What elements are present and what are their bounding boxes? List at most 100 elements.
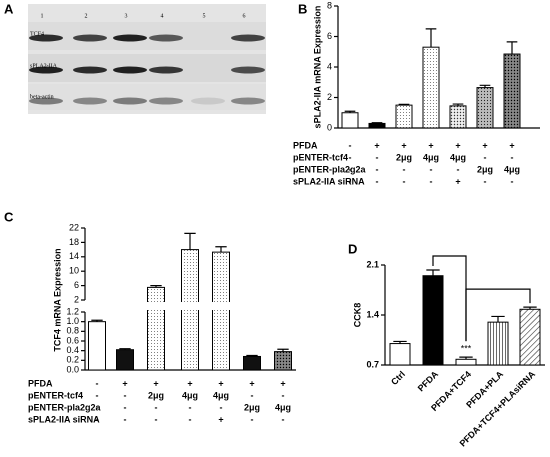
- error-bar: [344, 110, 356, 113]
- condition-value: 2μg: [477, 164, 493, 174]
- condition-value: -: [189, 402, 192, 412]
- y-tick-label: 0: [327, 122, 332, 132]
- condition-value: -: [376, 152, 379, 162]
- error-bar: [506, 41, 518, 55]
- condition-value: +: [428, 140, 433, 150]
- error-bar: [452, 103, 464, 106]
- condition-value: -: [282, 390, 285, 400]
- error-bar: [491, 315, 505, 323]
- error-bar: [393, 340, 407, 344]
- bar: [503, 53, 521, 129]
- panel-label: B: [298, 1, 307, 16]
- condition-value: -: [349, 140, 352, 150]
- error-bar: [119, 348, 131, 350]
- condition-value: +: [482, 140, 487, 150]
- error-bar: [184, 232, 196, 250]
- y-tick-label: 1.2: [66, 306, 79, 316]
- y-axis-label: CCK8: [352, 303, 362, 328]
- blot-band: [191, 97, 225, 105]
- bar: [389, 343, 411, 366]
- condition-value: -: [511, 176, 514, 186]
- condition-label: sPLA2-IIA siRNA: [293, 176, 365, 186]
- bar: [147, 286, 165, 371]
- blot-band: [149, 97, 183, 105]
- condition-value: -: [96, 414, 99, 424]
- y-axis-label: sPLA2-IIA mRNA Expression: [312, 6, 322, 129]
- blot-band: [113, 34, 147, 42]
- condition-value: 4μg: [504, 164, 520, 174]
- condition-value: -: [220, 402, 223, 412]
- condition-value: -: [403, 176, 406, 186]
- condition-value: 2μg: [396, 152, 412, 162]
- blot-band: [231, 34, 265, 42]
- bar: [422, 275, 444, 366]
- y-tick-label: 6: [74, 280, 79, 290]
- error-bar: [215, 246, 227, 253]
- bar: [395, 104, 413, 129]
- condition-value: +: [153, 378, 158, 388]
- condition-value: -: [484, 152, 487, 162]
- y-tick-label: 2.1: [366, 259, 379, 269]
- condition-value: 4μg: [213, 390, 229, 400]
- panel-label: A: [4, 1, 14, 16]
- error-bar: [459, 356, 473, 360]
- y-tick-label: 4: [327, 61, 332, 71]
- bar: [212, 251, 230, 371]
- bar: [368, 122, 386, 129]
- condition-value: -: [403, 164, 406, 174]
- blot-strip: [28, 22, 266, 50]
- blot-band: [113, 66, 147, 74]
- y-tick-label: 8: [327, 0, 332, 10]
- error-bar: [426, 269, 440, 276]
- y-tick-label: 0.7: [366, 359, 379, 369]
- condition-value: +: [455, 140, 460, 150]
- lane-label: 1: [41, 13, 44, 19]
- y-tick-label: 1.0: [66, 316, 79, 326]
- condition-value: -: [155, 414, 158, 424]
- y-tick-label: 0.4: [66, 345, 79, 355]
- y-tick-label: 2: [74, 294, 79, 304]
- y-tick-label: 1.4: [366, 309, 379, 319]
- bar: [422, 46, 440, 129]
- bar: [519, 308, 541, 366]
- error-bar: [398, 103, 410, 106]
- lane-label: 5: [203, 13, 206, 19]
- bar: [449, 105, 467, 129]
- y-tick-label: 0.8: [66, 326, 79, 336]
- blot-band: [29, 97, 63, 105]
- lane-label: 2: [85, 13, 88, 19]
- row-label: beta-actin: [30, 94, 54, 100]
- axis-break: [87, 302, 298, 310]
- y-tick-label: 22: [69, 222, 79, 232]
- error-bar: [523, 306, 537, 310]
- blot-strip: [28, 54, 266, 82]
- condition-label: sPLA2-IIA siRNA: [28, 414, 100, 424]
- condition-value: +: [249, 378, 254, 388]
- condition-value: -: [430, 164, 433, 174]
- condition-label: PFDA: [28, 378, 53, 388]
- condition-value: -: [124, 402, 127, 412]
- condition-value: +: [455, 176, 460, 186]
- y-axis-label: TCF4 mRNA Expression: [52, 248, 62, 351]
- bracket: [465, 288, 531, 342]
- condition-value: -: [96, 390, 99, 400]
- error-bar: [150, 285, 162, 288]
- condition-label: pENTER-tcf4: [293, 152, 348, 162]
- blot-band: [29, 34, 63, 42]
- condition-value: -: [349, 176, 352, 186]
- condition-value: -: [124, 414, 127, 424]
- condition-value: -: [376, 176, 379, 186]
- condition-value: -: [457, 164, 460, 174]
- blot-band: [231, 66, 265, 74]
- condition-value: 4μg: [275, 402, 291, 412]
- blot-band: [73, 66, 107, 74]
- condition-value: -: [96, 378, 99, 388]
- condition-value: +: [187, 378, 192, 388]
- bar: [455, 358, 477, 366]
- condition-value: -: [251, 414, 254, 424]
- condition-label: PFDA: [293, 140, 318, 150]
- bar: [88, 321, 106, 371]
- error-bar: [246, 354, 258, 357]
- condition-value: -: [484, 176, 487, 186]
